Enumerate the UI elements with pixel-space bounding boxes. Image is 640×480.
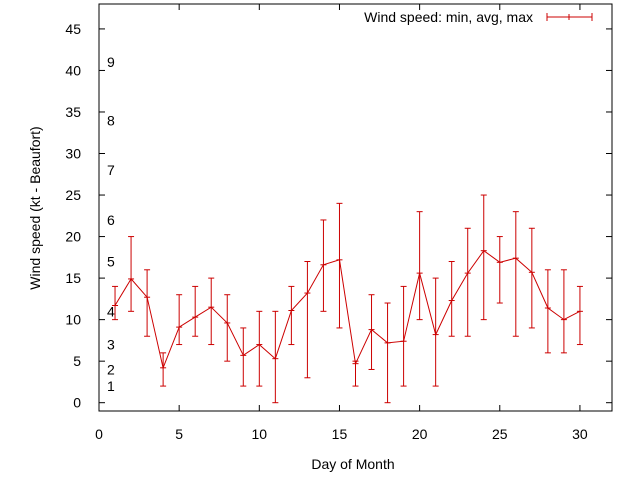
legend: Wind speed: min, avg, max xyxy=(364,9,593,25)
x-tick-label: 15 xyxy=(332,426,348,442)
x-tick-label: 25 xyxy=(492,426,508,442)
y-tick-label: 25 xyxy=(65,187,81,203)
beaufort-scale: 12 3 4 5 6 7 8 9 xyxy=(107,54,115,394)
y-tick-label: 5 xyxy=(73,353,81,369)
series-layer xyxy=(112,194,583,404)
beaufort-label: 7 xyxy=(107,162,115,178)
y-tick-label: 40 xyxy=(65,62,81,78)
y-tick-label: 45 xyxy=(65,21,81,37)
beaufort-label: 4 xyxy=(107,303,115,319)
beaufort-label: 1 xyxy=(107,378,115,394)
y-tick-label: 20 xyxy=(65,229,81,245)
beaufort-label: 5 xyxy=(107,253,115,269)
plot-frame xyxy=(98,3,613,412)
x-tick-label: 20 xyxy=(412,426,428,442)
y-tick-label: 30 xyxy=(65,146,81,162)
y-tick-label: 0 xyxy=(73,395,81,411)
y-tick-label: 35 xyxy=(65,104,81,120)
y-tick-label: 15 xyxy=(65,270,81,286)
y-tick-label: 10 xyxy=(65,312,81,328)
legend-label: Wind speed: min, avg, max xyxy=(364,9,533,25)
x-tick-label: 30 xyxy=(572,426,588,442)
beaufort-label: 2 xyxy=(107,361,115,377)
beaufort-label: 3 xyxy=(107,337,115,353)
x-tick-label: 10 xyxy=(252,426,268,442)
series-line xyxy=(114,250,581,370)
y-axis-title: Wind speed (kt - Beaufort) xyxy=(27,126,43,289)
x-tick-label: 0 xyxy=(95,426,103,442)
x-tick-label: 5 xyxy=(175,426,183,442)
x-axis-title: Day of Month xyxy=(311,456,394,472)
beaufort-label: 8 xyxy=(107,112,115,128)
beaufort-label: 6 xyxy=(107,212,115,228)
beaufort-label: 9 xyxy=(107,54,115,70)
x-axis: 0 5 10 15 20 25 30 xyxy=(95,4,588,442)
